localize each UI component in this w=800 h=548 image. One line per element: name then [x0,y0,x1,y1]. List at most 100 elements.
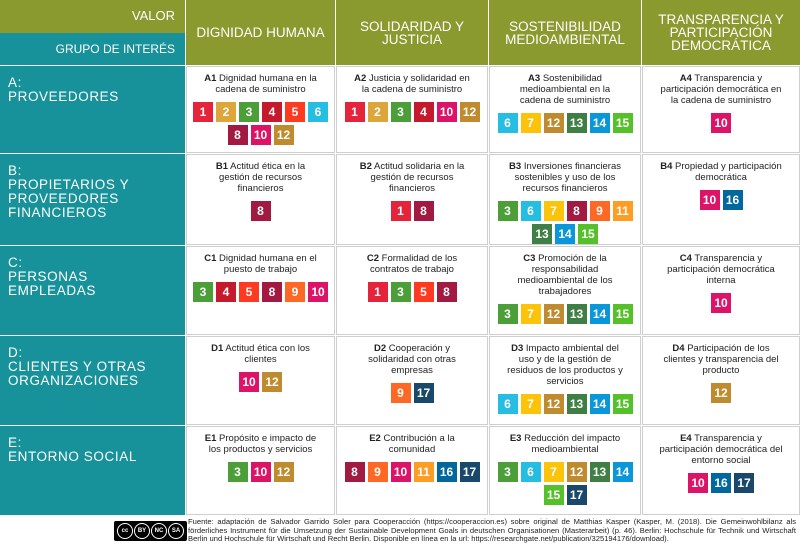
goal-list: 9 17 [343,383,481,403]
goal-list: 10 16 [651,190,791,210]
matrix-cell: E2 Contribución a la comunidad 8 9 10 11 16 17 [336,426,488,515]
goal-badge: 3 [239,102,259,122]
cell-description: Sostenibilidad medioambiental en la cade… [519,73,611,106]
goal-badge: 6 [497,113,518,133]
matrix-cell: C2 Formalidad de los contratos de trabaj… [336,246,488,335]
goal-badge: 12 [543,304,564,324]
cell-code: E4 [680,433,692,444]
goal-badge: 17 [413,383,434,403]
cell-text: D4 Participación de los clientes y trans… [649,343,793,376]
goal-badge: 10 [711,293,731,313]
cell-code: E3 [509,433,522,444]
cell-description: Justicia y solidaridad en la cadena de s… [361,73,470,95]
goal-list: 12 [651,383,791,403]
value-label: VALOR [0,0,185,33]
cell-description: Actitud ética con los clientes [225,343,310,365]
goal-badge: 12 [543,394,564,414]
group-code: B: [8,163,22,178]
goal-badge: 12 [273,462,294,482]
group-code: E: [8,435,22,450]
cell-text: B4 Propiedad y participación democrática [649,161,793,183]
goal-badge: 15 [612,113,633,133]
cell-description: Inversiones financieras sostenibles y us… [514,161,621,194]
goal-badge: 14 [555,224,575,244]
cell-text: D2 Cooperación y solidaridad con otras e… [343,343,481,376]
group-name: PERSONAS EMPLEADAS [8,269,96,298]
cell-code: D3 [511,343,524,354]
value-header: DIGNIDAD HUMANA [186,0,335,65]
value-header: SOLIDARIDAD Y JUSTICIA [336,0,488,65]
goal-badge: 10 [711,113,731,133]
goal-list: 6 7 12 13 14 15 [496,113,634,133]
goal-badge: 7 [520,304,541,324]
goal-badge: 1 [193,102,213,122]
goal-badge: 7 [520,394,541,414]
goal-badge: 10 [239,372,259,392]
cell-description: Transparencia y participación democrátic… [660,73,782,106]
group-code: C: [8,255,23,270]
goal-badge: 3 [227,462,248,482]
goal-badge: 16 [436,462,457,482]
group-cell: D: CLIENTES Y OTRAS ORGANIZACIONES [0,336,185,425]
goal-badge: 3 [497,304,518,324]
matrix-cell: E4 Transparencia y participación democrá… [642,426,800,515]
goal-badge: 13 [566,304,587,324]
matrix-cell: A1 Dignidad humana en la cadena de sumin… [186,66,335,153]
matrix-cell: B2 Actitud solidaria en la gestión de re… [336,154,488,245]
matrix-cell: D4 Participación de los clientes y trans… [642,336,800,425]
goal-list: 10 [651,293,791,313]
cell-text: C2 Formalidad de los contratos de trabaj… [343,253,481,275]
goal-badge: 10 [308,282,328,302]
goal-list: 10 12 [193,372,328,392]
cell-text: A2 Justicia y solidaridad en la cadena d… [343,73,481,95]
goal-badge: 14 [612,462,633,482]
goal-badge: 10 [250,125,271,145]
matrix-cell: A4 Transparencia y participación democrá… [642,66,800,153]
cell-description: Cooperación y solidaridad con otras empr… [368,343,456,376]
license-icon: SA [168,523,184,539]
goal-badge: 17 [734,473,754,493]
goal-list: 1 2 3 4 10 12 [343,102,481,122]
goal-badge: 11 [413,462,434,482]
goal-badge: 6 [520,462,541,482]
goal-badge: 10 [250,462,271,482]
goal-list: 10 [651,113,791,133]
goal-badge: 1 [367,282,388,302]
group-name: CLIENTES Y OTRAS ORGANIZACIONES [8,359,147,388]
matrix-cell: D1 Actitud ética con los clientes 10 12 [186,336,335,425]
goal-list: 6 7 12 13 14 15 [496,394,634,414]
goal-badge: 4 [413,102,434,122]
goal-badge: 13 [566,113,587,133]
goal-badge: 5 [285,102,305,122]
group-cell: E: ENTORNO SOCIAL [0,426,185,515]
goal-badge: 8 [344,462,365,482]
goal-badge: 4 [262,102,282,122]
cell-text: E3 Reducción del impacto medioambiental [496,433,634,455]
goal-badge: 16 [722,190,743,210]
goal-badge: 11 [612,201,633,221]
goal-badge: 7 [543,462,564,482]
cell-description: Transparencia y participación democrátic… [667,253,775,286]
goal-badge: 3 [390,282,411,302]
cell-text: C3 Promoción de la responsabilidad medio… [496,253,634,297]
group-name: ENTORNO SOCIAL [8,449,137,464]
goal-badge: 8 [436,282,457,302]
cell-description: Reducción del impacto medioambiental [524,433,621,455]
cell-code: B1 [215,161,229,172]
matrix-cell: A3 Sostenibilidad medioambiental en la c… [489,66,641,153]
goal-badge: 3 [390,102,411,122]
cell-code: C1 [204,253,217,264]
cell-description: Dignidad humana en el puesto de trabajo [219,253,317,275]
cell-text: E4 Transparencia y participación democrá… [649,433,793,466]
goal-badge: 3 [497,462,518,482]
goal-badge: 15 [612,394,633,414]
goal-badge: 16 [711,473,731,493]
goal-list: 3 6 7 8 9 11 13 14 15 [496,201,634,244]
cell-text: B1 Actitud ética en la gestión de recurs… [193,161,328,194]
license-icon: cc [117,523,133,539]
cell-description: Propósito e impacto de los productos y s… [208,433,317,455]
matrix-cell: C3 Promoción de la responsabilidad medio… [489,246,641,335]
license-icon: NC [151,523,167,539]
group-code: D: [8,345,23,360]
license-icon: BY [134,523,150,539]
